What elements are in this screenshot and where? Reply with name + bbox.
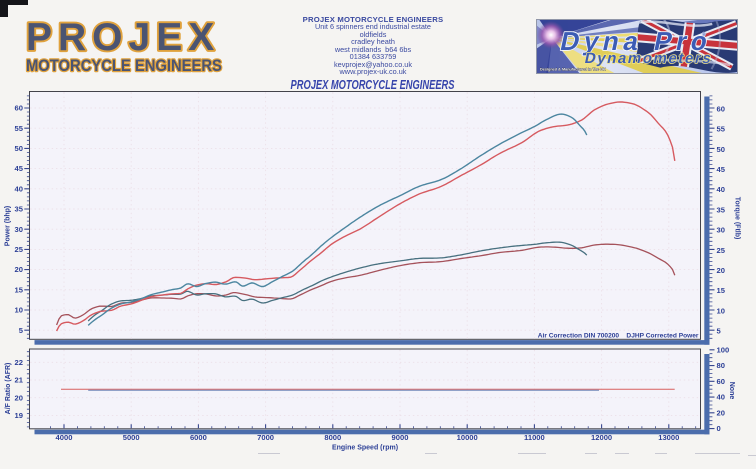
svg-text:A/F Ratio (AFR): A/F Ratio (AFR) [5, 363, 12, 415]
svg-text:55: 55 [717, 125, 726, 134]
svg-text:15: 15 [15, 285, 24, 294]
svg-text:40: 40 [15, 184, 23, 193]
svg-text:10: 10 [717, 306, 725, 315]
svg-text:®: ® [702, 31, 706, 38]
svg-text:55: 55 [15, 124, 24, 133]
svg-text:80: 80 [717, 361, 725, 370]
svg-text:30: 30 [717, 226, 725, 235]
svg-text:PROJEX MOTORCYCLE ENGINEERS: PROJEX MOTORCYCLE ENGINEERS [291, 79, 455, 93]
svg-text:35: 35 [15, 205, 24, 214]
svg-text:100: 100 [717, 345, 730, 354]
svg-text:20: 20 [717, 408, 725, 417]
svg-text:30: 30 [15, 225, 23, 234]
svg-text:45: 45 [15, 164, 24, 173]
svg-text:13000: 13000 [658, 433, 679, 442]
svg-text:10: 10 [15, 306, 23, 315]
svg-text:7000: 7000 [257, 433, 274, 442]
svg-text:6000: 6000 [190, 433, 207, 442]
svg-text:25: 25 [15, 245, 24, 254]
svg-text:5: 5 [717, 327, 722, 336]
svg-text:Power (bhp): Power (bhp) [5, 206, 12, 246]
svg-text:Air Correction DIN 700200 D: Air Correction DIN 700200 DJHP Corrected… [538, 333, 699, 340]
svg-text:11000: 11000 [524, 433, 545, 442]
svg-text:40: 40 [717, 393, 725, 402]
svg-text:Dynamometers: Dynamometers [583, 50, 714, 67]
svg-text:8000: 8000 [324, 433, 341, 442]
svg-text:12000: 12000 [591, 433, 612, 442]
svg-text:19: 19 [15, 411, 23, 420]
svg-text:35: 35 [717, 205, 726, 214]
svg-text:5000: 5000 [123, 433, 140, 442]
svg-text:Designed & Manufactured in The: Designed & Manufactured in The UK [540, 68, 606, 72]
svg-text:Dyna Pro: Dyna Pro [558, 26, 715, 56]
svg-text:15: 15 [717, 286, 726, 295]
svg-text:5: 5 [19, 326, 24, 335]
svg-text:PROJEX: PROJEX [26, 16, 220, 59]
svg-text:20: 20 [15, 393, 23, 402]
svg-text:Engine Speed (rpm): Engine Speed (rpm) [332, 445, 398, 452]
svg-text:60: 60 [717, 104, 725, 113]
svg-text:20: 20 [717, 266, 725, 275]
svg-text:60: 60 [717, 377, 725, 386]
svg-text:0: 0 [717, 424, 721, 433]
svg-text:21: 21 [15, 376, 24, 385]
svg-text:9000: 9000 [392, 433, 409, 442]
svg-text:50: 50 [15, 144, 23, 153]
svg-text:25: 25 [717, 246, 726, 255]
svg-text:45: 45 [717, 165, 726, 174]
svg-text:22: 22 [15, 358, 23, 367]
svg-text:10000: 10000 [457, 433, 478, 442]
svg-text:20: 20 [15, 265, 23, 274]
svg-text:MOTORCYCLE ENGINEERS: MOTORCYCLE ENGINEERS [26, 57, 222, 75]
svg-text:40: 40 [717, 185, 725, 194]
svg-text:Torque (Ftlb): Torque (Ftlb) [734, 197, 741, 240]
svg-text:60: 60 [15, 104, 23, 113]
svg-text:4000: 4000 [56, 433, 73, 442]
svg-text:50: 50 [717, 145, 725, 154]
svg-text:None: None [728, 382, 735, 400]
